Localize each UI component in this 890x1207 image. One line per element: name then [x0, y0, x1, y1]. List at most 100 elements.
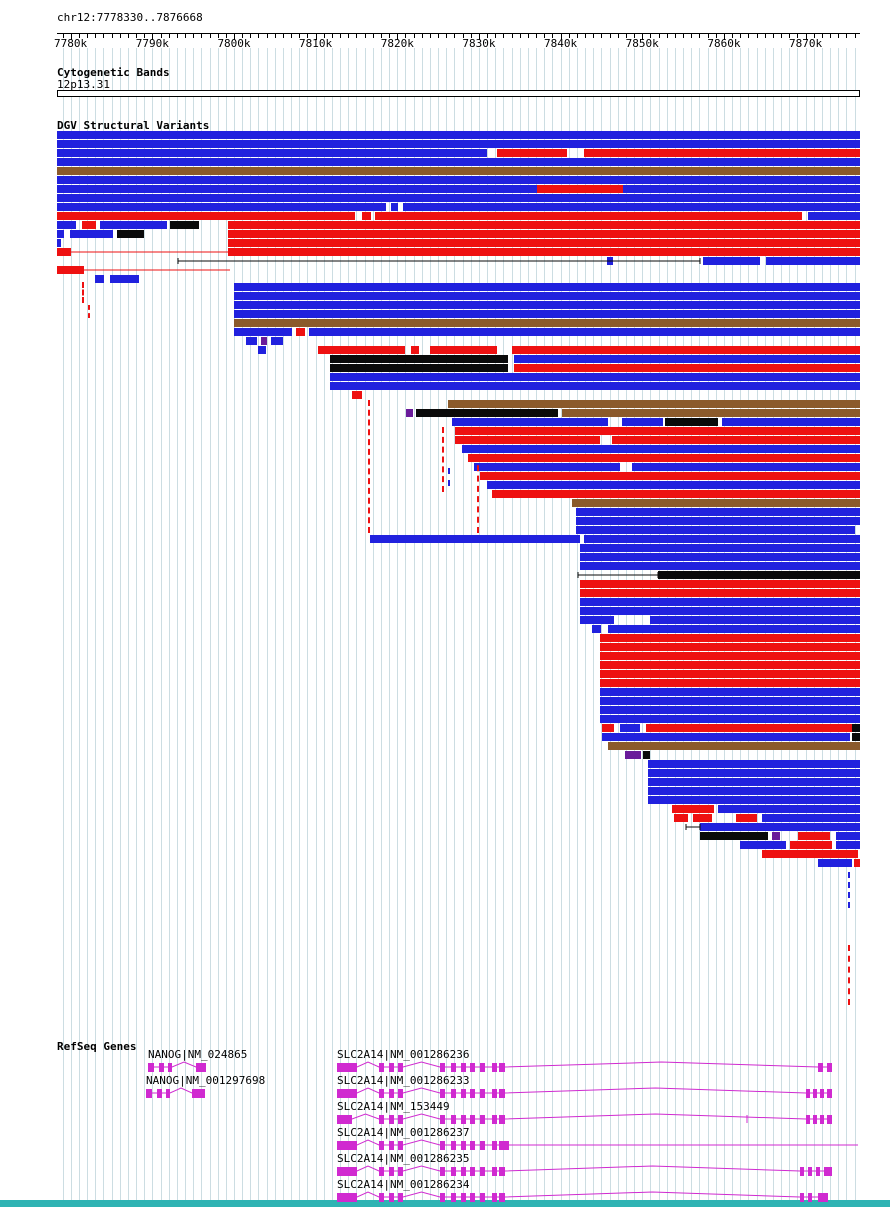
variant-bar[interactable] [57, 149, 487, 157]
gene-exon[interactable] [389, 1167, 394, 1176]
variant-bar[interactable] [330, 364, 508, 372]
gene-label[interactable]: SLC2A14|NM_001286237 [337, 1126, 470, 1139]
gene-exon[interactable] [148, 1063, 154, 1072]
gene-exon[interactable] [451, 1115, 456, 1124]
variant-bar[interactable] [600, 697, 860, 705]
gene-exon[interactable] [806, 1089, 810, 1098]
variant-bar[interactable] [600, 679, 860, 687]
variant-bar[interactable] [455, 436, 600, 444]
gene-exon[interactable] [499, 1063, 505, 1072]
gene-exon[interactable] [461, 1063, 466, 1072]
gene-exon[interactable] [451, 1193, 456, 1202]
gene-exon[interactable] [389, 1193, 394, 1202]
variant-bar[interactable] [703, 257, 760, 265]
variant-bar[interactable] [57, 266, 84, 274]
variant-bar[interactable] [514, 355, 860, 363]
gene-exon[interactable] [379, 1089, 384, 1098]
gene-exon[interactable] [461, 1193, 466, 1202]
variant-bar[interactable] [693, 814, 712, 822]
variant-bar[interactable] [57, 176, 860, 184]
variant-bar[interactable] [110, 275, 139, 283]
gene-exon[interactable] [337, 1193, 357, 1202]
variant-bar[interactable] [600, 715, 860, 723]
variant-bar[interactable] [766, 257, 860, 265]
gene-exon[interactable] [337, 1089, 357, 1098]
variant-bar[interactable] [602, 724, 614, 732]
variant-bar[interactable] [57, 221, 76, 229]
gene-exon[interactable] [389, 1063, 394, 1072]
variant-bar[interactable] [258, 346, 266, 354]
gene-exon[interactable] [192, 1089, 205, 1098]
variant-bar[interactable] [625, 751, 641, 759]
variant-bar[interactable] [228, 221, 860, 229]
variant-bar[interactable] [234, 292, 860, 300]
gene-exon[interactable] [440, 1063, 445, 1072]
gene-exon[interactable] [470, 1193, 475, 1202]
gene-exon[interactable] [492, 1193, 497, 1202]
variant-bar[interactable] [537, 185, 623, 193]
gene-exon[interactable] [337, 1063, 357, 1072]
variant-bar[interactable] [580, 598, 860, 606]
gene-exon[interactable] [196, 1063, 206, 1072]
variant-bar[interactable] [798, 832, 830, 840]
gene-exon[interactable] [398, 1089, 403, 1098]
variant-bar[interactable] [718, 805, 860, 813]
variant-bar[interactable] [246, 337, 257, 345]
gene-exon[interactable] [159, 1063, 164, 1072]
variant-bar[interactable] [228, 230, 860, 238]
variant-bar[interactable] [665, 418, 718, 426]
gene-exon[interactable] [337, 1115, 352, 1124]
gene-exon[interactable] [499, 1089, 505, 1098]
variant-dashed-line[interactable] [477, 455, 479, 533]
variant-bar[interactable] [580, 580, 860, 588]
variant-bar[interactable] [411, 346, 419, 354]
gene-exon[interactable] [800, 1167, 804, 1176]
variant-bar[interactable] [492, 490, 860, 498]
variant-bar[interactable] [70, 230, 113, 238]
cytoband-glyph[interactable] [57, 90, 860, 97]
variant-bar[interactable] [57, 167, 860, 175]
gene-intron-line[interactable] [337, 1191, 828, 1198]
gene-exon[interactable] [818, 1063, 823, 1072]
gene-exon[interactable] [379, 1167, 384, 1176]
variant-bar[interactable] [608, 625, 860, 633]
gene-label[interactable]: NANOG|NM_024865 [148, 1048, 248, 1061]
variant-bar[interactable] [562, 409, 860, 417]
variant-bar[interactable] [57, 248, 71, 256]
gene-exon[interactable] [398, 1141, 403, 1150]
variant-bar[interactable] [487, 481, 860, 489]
gene-exon[interactable] [820, 1115, 824, 1124]
variant-bar[interactable] [330, 373, 860, 381]
variant-dashed-line[interactable] [448, 468, 450, 486]
variant-dashed-line[interactable] [82, 282, 84, 303]
variant-bar[interactable] [95, 275, 104, 283]
gene-exon[interactable] [451, 1141, 456, 1150]
variant-bar[interactable] [576, 508, 860, 516]
gene-exon[interactable] [146, 1089, 152, 1098]
variant-dashed-line[interactable] [848, 945, 850, 1005]
variant-bar[interactable] [602, 733, 850, 741]
gene-exon[interactable] [499, 1167, 505, 1176]
gene-exon[interactable] [440, 1089, 445, 1098]
variant-bar[interactable] [57, 131, 860, 139]
variant-bar[interactable] [648, 769, 860, 777]
gene-exon[interactable] [499, 1141, 509, 1150]
gene-label[interactable]: SLC2A14|NM_001286234 [337, 1178, 470, 1191]
gene-label[interactable]: SLC2A14|NM_153449 [337, 1100, 450, 1113]
variant-bar[interactable] [100, 221, 167, 229]
variant-bar[interactable] [480, 472, 860, 480]
variant-bar[interactable] [600, 670, 860, 678]
gene-exon[interactable] [379, 1063, 384, 1072]
gene-exon[interactable] [470, 1167, 475, 1176]
gene-exon[interactable] [398, 1167, 403, 1176]
variant-bar[interactable] [622, 418, 663, 426]
variant-bar[interactable] [362, 212, 371, 220]
gene-label[interactable]: SLC2A14|NM_001286235 [337, 1152, 470, 1165]
gene-exon[interactable] [451, 1063, 456, 1072]
gene-exon[interactable] [824, 1167, 832, 1176]
gene-intron-line[interactable] [337, 1139, 858, 1146]
variant-bar[interactable] [452, 418, 608, 426]
variant-bar[interactable] [448, 400, 860, 408]
variant-bar[interactable] [632, 463, 860, 471]
variant-bar[interactable] [790, 841, 832, 849]
